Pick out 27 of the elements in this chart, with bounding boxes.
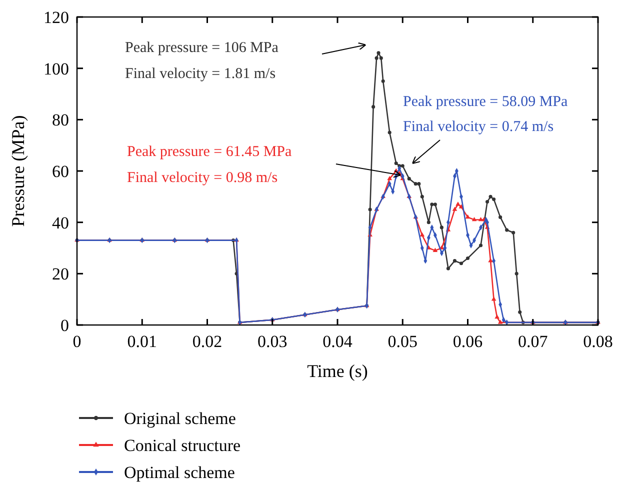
y-tick-label: 20 [52,264,69,284]
legend-label: Conical structure [124,436,241,455]
x-tick-label: 0.07 [518,332,548,351]
x-tick-label: 0.08 [583,332,613,351]
legend-label: Original scheme [124,409,236,428]
x-axis-title: Time (s) [307,361,368,381]
legend-label: Optimal scheme [124,463,235,482]
y-tick-label: 80 [52,110,69,130]
x-tick-label: 0.04 [322,332,353,351]
x-tick-label: 0.05 [388,332,418,351]
annotation: Peak pressure = 58.09 MPa [403,94,568,110]
x-tick-label: 0.02 [192,332,222,351]
annotation: Final velocity = 1.81 m/s [125,66,276,82]
annotation: Final velocity = 0.74 m/s [403,119,554,135]
y-tick-label: 40 [52,213,69,232]
annotation: Peak pressure = 61.45 MPa [127,144,292,160]
y-tick-label: 100 [44,59,69,78]
y-tick-label: 120 [44,8,69,27]
y-tick-label: 0 [60,316,69,335]
annotation: Final velocity = 0.98 m/s [127,170,278,186]
y-tick-label: 60 [52,162,69,181]
x-tick-label: 0 [72,332,82,351]
annotation: Peak pressure = 106 MPa [125,40,279,56]
x-tick-label: 0.03 [258,332,288,351]
y-axis-title: Pressure (MPa) [8,115,28,227]
x-tick-label: 0.06 [452,332,483,351]
x-tick-label: 0.01 [127,332,157,351]
